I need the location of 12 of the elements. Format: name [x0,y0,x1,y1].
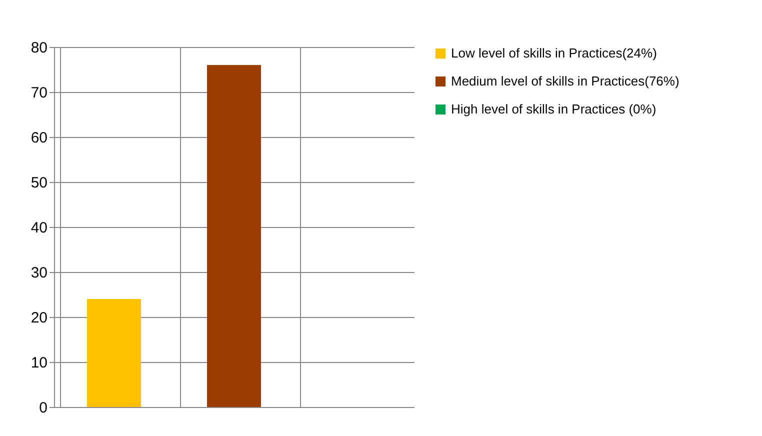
y-tick-label: 0 [39,400,48,416]
y-tick-label: 60 [30,130,48,146]
y-tick-label: 20 [30,310,48,326]
legend-label: Medium level of skills in Practices(76%) [451,74,680,88]
legend-label: Low level of skills in Practices(24%) [451,46,657,60]
y-tick-label: 40 [30,220,48,236]
y-tick-label: 30 [30,264,48,282]
y-tick-label: 70 [30,84,48,102]
y-tick-label: 50 [30,174,48,192]
y-tick-label: 10 [30,354,48,372]
legend-label: High level of skills in Practices (0%) [451,102,656,116]
y-tick-label: 80 [30,40,48,56]
